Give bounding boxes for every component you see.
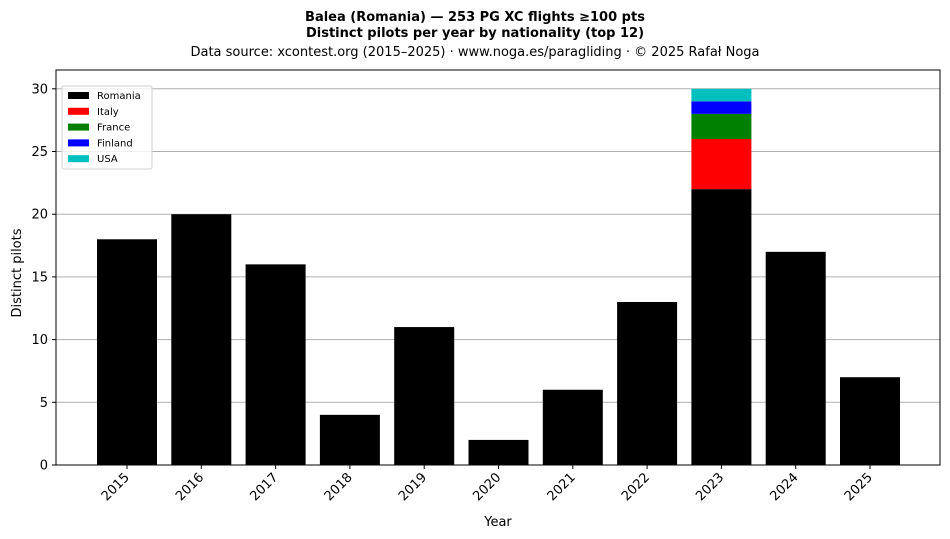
- legend-box: [61, 85, 153, 170]
- legend-label-france: France: [97, 123, 130, 134]
- bar-romania-2015: [97, 239, 157, 465]
- y-tick-label: 15: [31, 270, 48, 285]
- bar-italy-2023: [691, 138, 752, 190]
- legend-swatch-usa: [68, 155, 89, 163]
- bar-romania-2019: [394, 327, 455, 465]
- bar-romania-2016: [171, 214, 232, 465]
- legend-swatch-finland: [68, 139, 89, 147]
- x-axis-label: Year: [483, 515, 512, 530]
- bar-romania-2021: [542, 389, 603, 465]
- legend-label-finland: Finland: [97, 138, 133, 149]
- x-tick-label: 2020: [470, 470, 504, 504]
- x-tick-label: 2021: [545, 470, 579, 504]
- y-tick-label: 20: [31, 208, 48, 223]
- y-axis: 0 5 10 15 20 25 30: [31, 82, 56, 474]
- x-tick-label: 2016: [173, 470, 207, 504]
- bar-romania-2023: [691, 189, 752, 465]
- bar-romania-2025: [840, 377, 900, 465]
- chart-title: Balea (Romania) — 253 PG XC flights ≥100…: [305, 10, 645, 25]
- bar-france-2023: [691, 113, 752, 139]
- bar-romania-2018: [319, 414, 380, 465]
- x-tick-label: 2022: [619, 470, 653, 504]
- y-tick-label: 25: [31, 145, 48, 160]
- y-tick-label: 30: [31, 82, 48, 97]
- y-tick-label: 0: [40, 459, 48, 474]
- y-tick-label: 10: [31, 333, 48, 348]
- chart-source: Data source: xcontest.org (2015–2025) · …: [190, 45, 759, 60]
- bar-romania-2020: [468, 439, 529, 465]
- y-tick-label: 5: [40, 396, 48, 411]
- x-tick-label: 2017: [247, 470, 281, 504]
- legend-swatch-italy: [68, 107, 89, 115]
- y-axis-label: Distinct pilots: [10, 228, 25, 317]
- x-axis: 2015 2016 2017 2018 2019 2020 2021 2022 2023 2024…: [99, 465, 876, 504]
- legend-label-usa: USA: [97, 154, 118, 165]
- legend-swatch-france: [68, 123, 89, 131]
- x-tick-label: 2019: [396, 470, 430, 504]
- x-tick-label: 2015: [99, 470, 133, 504]
- bar-romania-2022: [617, 301, 678, 465]
- chart-subtitle: Distinct pilots per year by nationality …: [306, 26, 644, 41]
- x-tick-label: 2023: [693, 470, 727, 504]
- bar-usa-2023: [691, 88, 752, 102]
- legend-label-italy: Italy: [97, 107, 119, 118]
- legend-swatch-romania: [68, 92, 89, 99]
- x-tick-label: 2018: [322, 470, 356, 504]
- x-tick-label: 2024: [768, 470, 802, 504]
- x-tick-label: 2025: [842, 470, 876, 504]
- legend-label-romania: Romania: [97, 91, 141, 102]
- bar-finland-2023: [691, 101, 752, 114]
- legend: Romania Italy France Finland USA: [61, 85, 153, 170]
- bar-romania-2017: [245, 264, 306, 465]
- bar-romania-2024: [765, 251, 826, 465]
- bars: [97, 88, 900, 465]
